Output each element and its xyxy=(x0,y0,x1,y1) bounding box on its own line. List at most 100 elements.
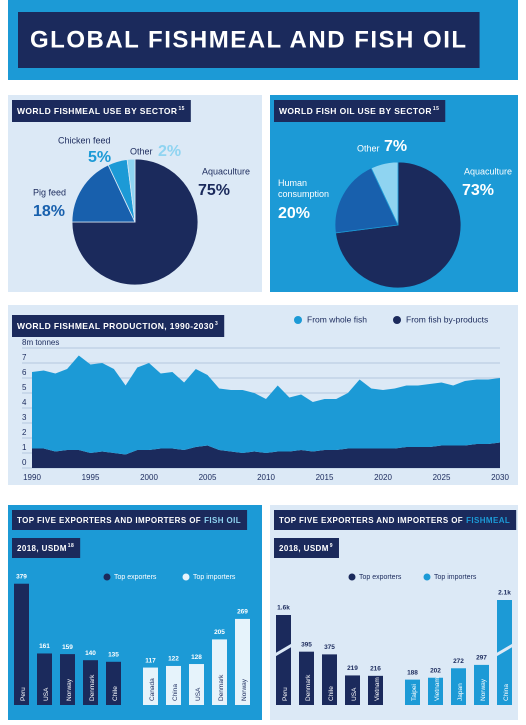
slice-label: Chicken feed xyxy=(58,135,111,145)
title-superscript: 9 xyxy=(330,543,333,549)
value-label: 161 xyxy=(39,643,50,650)
bar-category: Denmark xyxy=(89,674,96,701)
title-bar: 2018, USDM9 xyxy=(274,538,339,558)
title-background xyxy=(274,100,446,122)
pie-slice xyxy=(126,158,136,223)
legend-label: Top exporters xyxy=(114,574,157,581)
slice-label: Human consumption xyxy=(278,178,330,199)
panel-title: TOP FIVE EXPORTERS AND IMPORTERS OF FISHM… xyxy=(279,516,510,525)
title-bar: WORLD FISHMEAL PRODUCTION, 1990-20303 xyxy=(12,315,225,337)
bar xyxy=(451,668,466,705)
legend-swatch xyxy=(393,316,401,324)
panel-title: WORLD FISH OIL USE BY SECTOR15 xyxy=(279,106,439,116)
legend-label: Top importers xyxy=(434,574,477,581)
value-label: 117 xyxy=(145,657,156,664)
value-label: 159 xyxy=(62,644,73,651)
bar-category: Norway xyxy=(480,678,487,701)
value-label: 135 xyxy=(108,652,119,659)
title-bar: TOP FIVE EXPORTERS AND IMPORTERS OF FISH … xyxy=(12,510,248,530)
title-background xyxy=(12,510,248,530)
y-tick-label: 4 xyxy=(22,398,27,407)
title-background xyxy=(12,538,81,558)
bar xyxy=(166,665,181,705)
title-bar: 2018, USDM18 xyxy=(12,538,81,558)
bar-category: Denmark xyxy=(218,674,225,701)
area xyxy=(32,355,500,455)
axis-break xyxy=(495,643,514,657)
header-title: GLOBAL FISHMEAL AND FISH OIL xyxy=(18,12,480,68)
slice-label: Aquaculture xyxy=(202,166,250,176)
value-label: 395 xyxy=(301,641,312,648)
title-background xyxy=(12,315,225,337)
bar xyxy=(189,664,204,705)
bar-category: China xyxy=(172,684,179,701)
title-superscript: 3 xyxy=(215,321,218,327)
pie-slice xyxy=(334,167,399,234)
title-background xyxy=(274,510,517,530)
bar xyxy=(497,600,512,705)
title-text: WORLD FISHMEAL PRODUCTION, 1990-2030 xyxy=(17,321,214,331)
bar-category: Norway xyxy=(66,678,73,701)
bar xyxy=(37,653,52,705)
value-label: 122 xyxy=(168,656,179,663)
bar-category: China xyxy=(503,684,510,701)
y-tick-label: 6 xyxy=(22,368,27,377)
bar-category: Vietnam xyxy=(434,677,441,701)
title-bar: WORLD FISHMEAL USE BY SECTOR15 xyxy=(12,100,191,122)
panel-title: 2018, USDM9 xyxy=(279,543,333,553)
title-bar: TOP FIVE EXPORTERS AND IMPORTERS OF FISHM… xyxy=(274,510,517,530)
value-label: 140 xyxy=(85,650,96,657)
value-label: 269 xyxy=(237,609,248,616)
title-superscript: 15 xyxy=(433,106,439,112)
bar-category: Chile xyxy=(328,686,335,701)
title-superscript: 15 xyxy=(178,106,184,112)
bar-category: Norway xyxy=(241,678,248,701)
title-bar: WORLD FISH OIL USE BY SECTOR15 xyxy=(274,100,446,122)
value-label: 128 xyxy=(191,654,202,661)
x-tick-label: 2025 xyxy=(433,473,451,482)
bar-category: Vietnam xyxy=(374,677,381,701)
y-tick-label: 0 xyxy=(22,458,27,467)
bar xyxy=(14,583,29,705)
x-tick-label: 2020 xyxy=(374,473,392,482)
x-tick-label: 2005 xyxy=(199,473,217,482)
y-tick-label: 3 xyxy=(22,413,27,422)
value-label: 297 xyxy=(476,655,487,662)
value-label: 379 xyxy=(16,573,27,580)
title-text: FISHMEAL xyxy=(466,516,510,525)
y-tick-label: 5 xyxy=(22,383,27,392)
bar-category: Peru xyxy=(20,687,27,701)
title-text: FISH OIL xyxy=(204,516,241,525)
slice-value: 75% xyxy=(198,182,230,199)
legend-swatch xyxy=(294,316,302,324)
bar xyxy=(60,654,75,705)
x-tick-label: 2030 xyxy=(491,473,509,482)
slice-value: 7% xyxy=(384,138,407,155)
bar-category: Taipei xyxy=(411,684,418,701)
panel-title: TOP FIVE EXPORTERS AND IMPORTERS OF FISH … xyxy=(17,516,241,525)
panel-title: WORLD FISHMEAL PRODUCTION, 1990-20303 xyxy=(17,321,218,331)
bar xyxy=(299,651,314,705)
bar-category: USA xyxy=(43,687,50,701)
title-superscript: 18 xyxy=(68,543,74,549)
bar-category: USA xyxy=(195,687,202,701)
header-title-box xyxy=(18,12,480,68)
x-tick-label: 2010 xyxy=(257,473,275,482)
legend-label: From whole fish xyxy=(307,314,367,324)
bar xyxy=(474,664,489,705)
axis-break xyxy=(274,643,293,657)
legend-label: Top exporters xyxy=(359,574,402,581)
legend-swatch xyxy=(182,573,190,581)
bar xyxy=(106,661,121,705)
slice-value: 73% xyxy=(462,182,494,199)
slice-value: 5% xyxy=(88,149,111,166)
bar xyxy=(276,615,291,705)
y-tick-label: 7 xyxy=(22,353,27,362)
slice-value: 18% xyxy=(33,203,65,220)
bar xyxy=(83,660,98,705)
y-tick-label: 1 xyxy=(22,443,27,452)
value-label: 1.6k xyxy=(277,605,290,612)
x-tick-label: 2015 xyxy=(316,473,334,482)
value-label: 202 xyxy=(430,667,441,674)
